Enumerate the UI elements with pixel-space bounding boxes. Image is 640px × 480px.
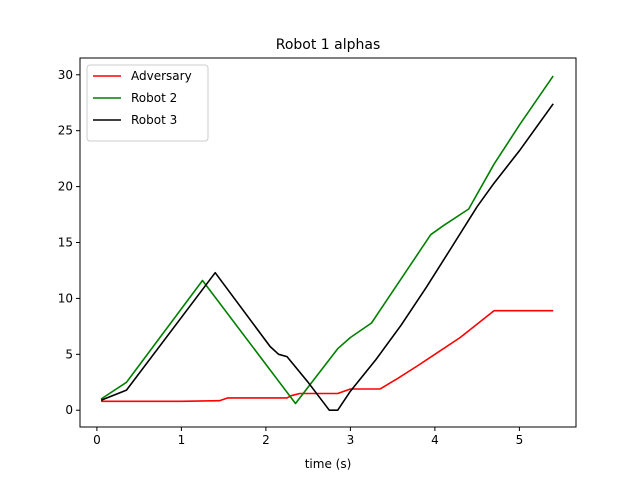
x-axis-label: time (s) <box>305 457 352 471</box>
series-line-1 <box>101 309 554 403</box>
series-line-3 <box>100 103 554 412</box>
y-tick-label: 20 <box>58 180 73 194</box>
y-tick-label: 25 <box>58 124 73 138</box>
x-tick-label: 2 <box>262 433 270 447</box>
x-tick-label: 3 <box>347 433 355 447</box>
x-tick-label: 4 <box>431 433 439 447</box>
x-tick-label: 5 <box>516 433 524 447</box>
x-axis: 0 1 2 3 4 5 <box>93 427 523 447</box>
x-tick-label: 1 <box>178 433 186 447</box>
legend: Adversary Robot 2 Robot 3 <box>86 64 209 142</box>
y-tick-label: 0 <box>65 403 73 417</box>
legend-label: Robot 3 <box>131 113 177 127</box>
y-tick-label: 15 <box>58 236 73 250</box>
x-tick-label: 0 <box>93 433 101 447</box>
y-axis: 0 5 10 15 20 25 30 <box>58 68 80 417</box>
y-tick-label: 30 <box>58 68 73 82</box>
series-line-2 <box>100 75 554 405</box>
y-tick-label: 5 <box>65 347 73 361</box>
legend-label: Robot 2 <box>131 91 177 105</box>
y-tick-label: 10 <box>58 291 73 305</box>
legend-label: Adversary <box>131 69 192 83</box>
legend-box <box>86 64 209 142</box>
chart-title: Robot 1 alphas <box>276 37 381 53</box>
